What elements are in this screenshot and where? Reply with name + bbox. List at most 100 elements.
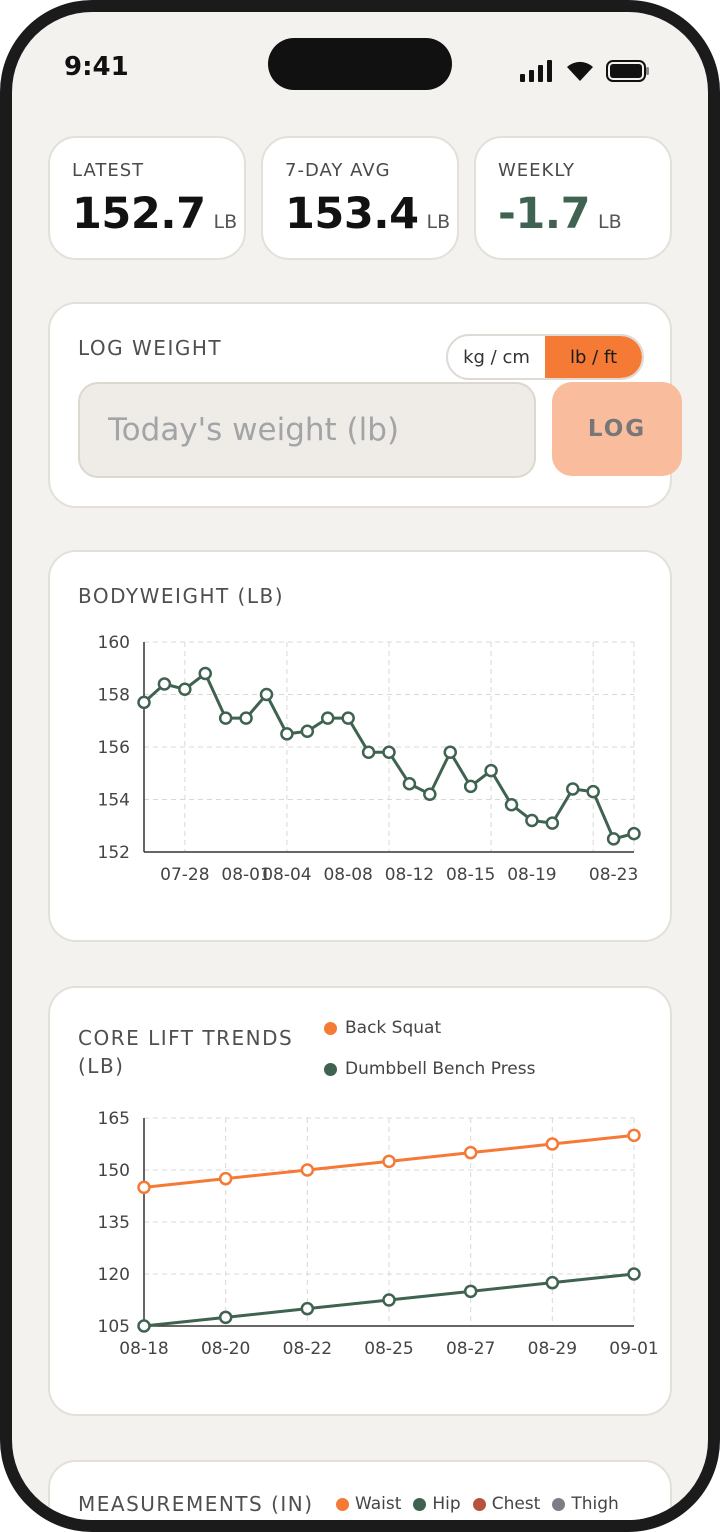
legend-item-bench-press: Dumbbell Bench Press [324, 1059, 535, 1079]
legend-dot [324, 1062, 337, 1076]
stat-label: 7-DAY AVG [285, 160, 391, 181]
bodyweight-point [525, 813, 539, 828]
back-squat-point [545, 1137, 560, 1151]
bodyweight-point [545, 816, 560, 830]
x-tick-label: 08-22 [283, 1339, 332, 1359]
x-tick-label: 08-08 [323, 865, 372, 885]
bodyweight-point [198, 666, 212, 681]
log-button[interactable]: LOG [552, 382, 682, 476]
log-weight-card: LOG WEIGHT kg / cm lb / ft LOG [48, 302, 682, 508]
y-tick-label: 150 [98, 1161, 130, 1181]
legend-label: Chest [491, 1494, 541, 1514]
unit-option-imperial[interactable]: lb / ft [545, 336, 642, 378]
y-tick-label: 156 [98, 738, 130, 758]
x-tick-label: 08-29 [528, 1339, 577, 1359]
bodyweight-point [259, 687, 274, 702]
bodyweight-point [218, 711, 233, 725]
seven-day-avg-card: 7-DAY AVG 153.4 LB [261, 136, 459, 260]
unit-option-metric[interactable]: kg / cm [463, 346, 530, 368]
wifi-icon [567, 61, 593, 81]
bench-press-point [300, 1301, 315, 1316]
bodyweight-point [300, 724, 315, 738]
x-tick-label: 09-01 [609, 1339, 658, 1359]
bodyweight-chart-card: BODYWEIGHT (LB) 152 154 156 158 160 07-28 08-0… [48, 550, 672, 942]
bench-press-point [545, 1275, 560, 1290]
weight-input[interactable] [78, 382, 536, 478]
core-lift-chart: 105 120 135 150 165 08-18 08-20 08-22 08-25 08-27… [98, 1109, 659, 1359]
battery-icon [606, 60, 649, 82]
bodyweight-point [423, 787, 437, 801]
bench-press-point [382, 1293, 396, 1307]
back-squat-point [300, 1163, 315, 1177]
bodyweight-point [280, 727, 294, 741]
legend-dot [324, 1021, 337, 1035]
unit-toggle: kg / cm lb / ft [446, 334, 644, 380]
x-tick-label: 07-28 [160, 865, 209, 885]
core-lift-title-line2: (LB) [78, 1054, 125, 1078]
legend-label: Dumbbell Bench Press [345, 1059, 536, 1079]
measurements-legend: Waist Hip Chest Thigh [336, 1494, 619, 1514]
y-tick-label: 160 [98, 633, 130, 653]
bodyweight-point [157, 677, 172, 691]
back-squat-point [382, 1154, 396, 1169]
bench-press-point [627, 1267, 641, 1281]
core-lift-chart-title: CORE LIFT TRENDS (LB) [78, 1024, 293, 1080]
dynamic-island [268, 38, 452, 90]
bodyweight-point [382, 745, 396, 759]
legend-item-thigh: Thigh [552, 1494, 619, 1514]
legend-dot [413, 1497, 427, 1511]
status-bar: 9:41 [12, 12, 708, 108]
log-weight-title: LOG WEIGHT [78, 336, 223, 360]
status-time: 9:41 [64, 52, 129, 82]
legend-label: Hip [432, 1494, 461, 1514]
x-tick-label: 08-12 [385, 865, 434, 885]
stat-label: LATEST [72, 160, 145, 181]
bodyweight-point [321, 711, 335, 725]
bodyweight-point [341, 711, 355, 725]
bodyweight-point [504, 798, 519, 812]
core-lift-title-line1: CORE LIFT TRENDS [78, 1026, 294, 1050]
x-tick-label: 08-04 [262, 865, 311, 885]
x-tick-label: 08-23 [589, 865, 638, 885]
stat-unit: LB [213, 211, 238, 233]
bodyweight-point [484, 763, 498, 778]
legend-label: Thigh [571, 1494, 619, 1514]
y-tick-label: 154 [98, 791, 130, 811]
y-tick-label: 165 [98, 1109, 130, 1129]
x-tick-label: 08-19 [507, 865, 556, 885]
bodyweight-point [627, 826, 641, 841]
stat-value: -1.7 [498, 189, 591, 239]
legend-item-waist: Waist [336, 1494, 401, 1514]
back-squat-point [463, 1145, 478, 1160]
x-tick-label: 08-15 [446, 865, 495, 885]
y-tick-label: 152 [98, 843, 130, 863]
legend-item-back-squat: Back Squat [324, 1018, 441, 1038]
signal-icon [520, 60, 552, 82]
bodyweight-point [361, 745, 376, 759]
bodyweight-point [463, 779, 478, 794]
stat-value: 152.7 [72, 189, 206, 239]
x-tick-label: 08-27 [446, 1339, 495, 1359]
x-tick-label: 08-01 [221, 865, 270, 885]
legend-dot [336, 1497, 349, 1511]
bodyweight-point [586, 784, 600, 799]
stat-label: WEEKLY [498, 160, 575, 181]
measurements-card: MEASUREMENTS (IN) Waist Hip Chest Thigh [48, 1460, 672, 1520]
app-screen: 9:41 LATEST [12, 12, 708, 1520]
stat-unit: LB [598, 211, 622, 233]
bodyweight-point [443, 745, 457, 759]
status-icons [520, 60, 650, 82]
latest-stat-card: LATEST 152.7 LB [48, 136, 246, 260]
bench-press-point [137, 1319, 151, 1333]
legend-label: Waist [355, 1494, 402, 1514]
stat-value: 153.4 [285, 189, 419, 239]
bodyweight-chart-title: BODYWEIGHT (LB) [78, 584, 285, 608]
bodyweight-point [566, 782, 580, 796]
legend-dot [472, 1497, 486, 1511]
weekly-change-card: WEEKLY -1.7 LB [474, 136, 672, 260]
legend-item-chest: Chest [472, 1494, 541, 1514]
bench-press-point [218, 1310, 233, 1325]
bodyweight-point [402, 777, 417, 791]
back-squat-point [627, 1128, 641, 1143]
